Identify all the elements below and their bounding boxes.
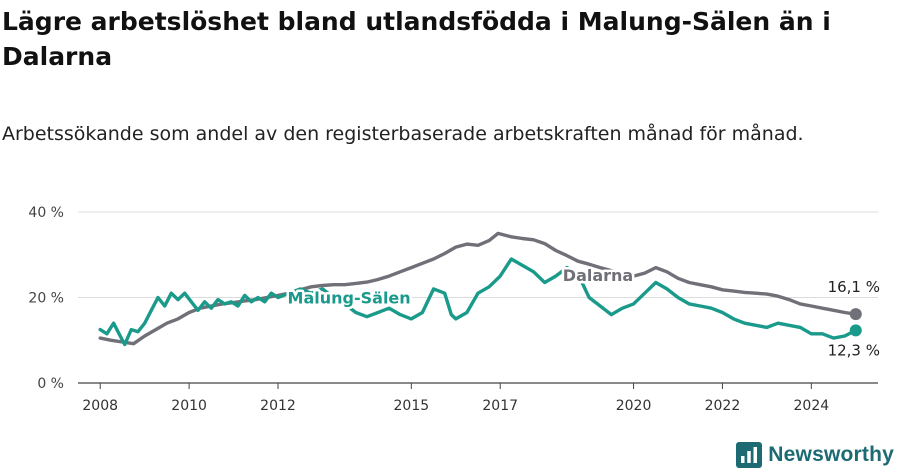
x-tick-label: 2008	[82, 398, 118, 414]
x-tick-label: 2022	[705, 398, 741, 414]
series-end-point-dalarna	[849, 308, 862, 321]
x-tick-label: 2012	[260, 398, 296, 414]
brand-name: Newsworthy	[768, 443, 894, 466]
x-tick-label: 2017	[482, 398, 518, 414]
series-end-label-malung-salen: 12,3 %	[828, 341, 880, 359]
y-tick-label: 20 %	[28, 291, 64, 307]
x-tick-label: 2015	[394, 398, 430, 414]
series-line-malung-salen	[98, 257, 858, 347]
series-end-point-malung-salen	[849, 324, 862, 337]
series-name-label-malung-salen: Malung-Sälen	[288, 289, 411, 308]
chart-subtitle: Arbetssökande som andel av den registerb…	[2, 123, 804, 145]
x-tick-label: 2020	[616, 398, 652, 414]
brand-logo: Newsworthy	[736, 442, 894, 468]
line-chart: 0 % 20 % 40 % 2008 2010 2012 2015 2017 2020 2022 2…	[28, 205, 880, 414]
chart-title: Lägre arbetslöshet bland utlandsfödda i …	[2, 7, 831, 71]
newsworthy-logo-icon	[736, 442, 763, 468]
series-name-label-dalarna: Dalarna	[563, 266, 633, 285]
series-end-label-dalarna: 16,1 %	[828, 278, 880, 296]
x-tick-label: 2010	[171, 398, 207, 414]
series-line-dalarna	[98, 231, 858, 346]
y-tick-label: 40 %	[28, 205, 64, 221]
y-tick-label: 0 %	[37, 376, 64, 392]
x-tick-label: 2024	[794, 398, 830, 414]
